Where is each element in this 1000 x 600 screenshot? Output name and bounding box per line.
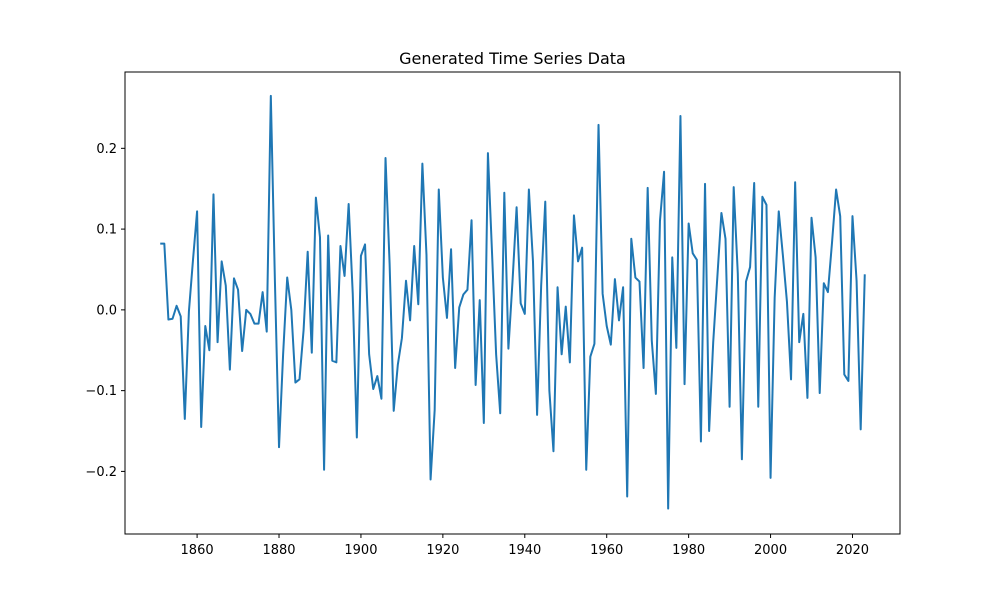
chart-title: Generated Time Series Data <box>399 49 626 68</box>
series-line-0 <box>160 94 866 510</box>
x-tick-label: 1940 <box>508 543 541 558</box>
y-tick-label: 0.2 <box>96 142 117 157</box>
x-tick-label: 1860 <box>181 543 214 558</box>
y-axis: −0.2 −0.1 0.0 0.1 0.2 <box>85 142 125 480</box>
plot-frame <box>124 71 901 535</box>
y-tick-label: 0.0 <box>96 303 117 318</box>
x-tick-label: 1880 <box>262 543 295 558</box>
plot-area <box>124 71 901 535</box>
x-axis: 1860 1880 1900 1920 1940 1960 1980 2000 2020 <box>181 534 869 558</box>
y-tick-label: 0.1 <box>96 223 117 238</box>
x-tick-label: 1920 <box>426 543 459 558</box>
y-tick-label: −0.1 <box>85 384 117 399</box>
y-tick-label: −0.2 <box>85 465 117 480</box>
x-tick-label: 1960 <box>590 543 623 558</box>
series-layer <box>160 94 866 510</box>
x-tick-label: 1900 <box>344 543 377 558</box>
x-tick-label: 2000 <box>754 543 787 558</box>
x-tick-label: 2020 <box>836 543 869 558</box>
x-tick-label: 1980 <box>672 543 705 558</box>
